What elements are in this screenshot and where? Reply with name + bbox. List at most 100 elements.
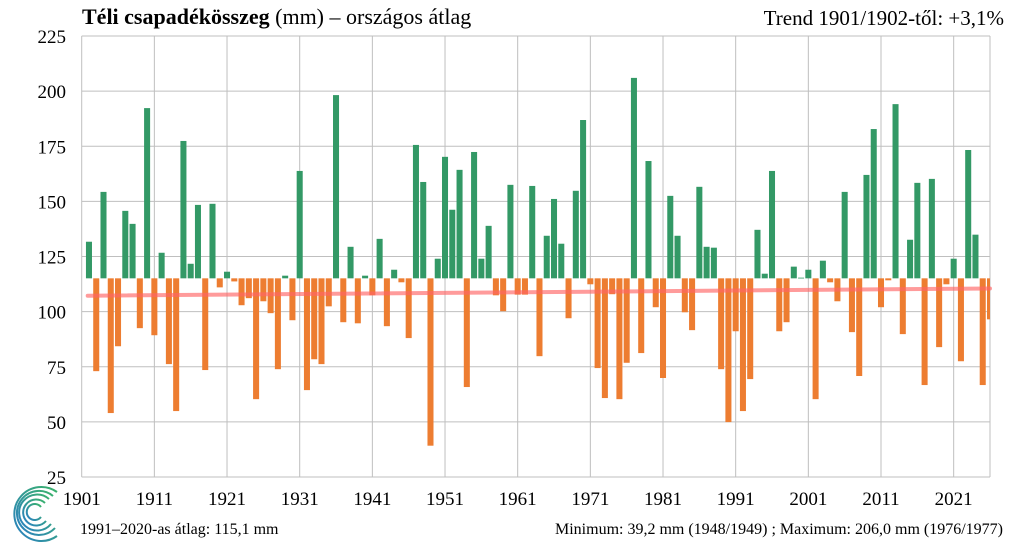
bar-1921	[231, 278, 238, 282]
bar-1990	[732, 278, 739, 332]
bar-2000	[805, 269, 812, 279]
bar-2010	[877, 278, 885, 308]
bar-1966	[558, 243, 565, 279]
bar-2018	[936, 278, 943, 348]
bar-1961	[521, 278, 528, 295]
bar-1916	[194, 204, 201, 279]
bar-1992	[747, 278, 754, 380]
bar-1935	[333, 95, 340, 279]
title-bold: Téli csapadékösszeg	[82, 4, 270, 29]
bar-1930	[296, 170, 303, 279]
bar-2023	[972, 234, 979, 279]
bar-1942	[383, 278, 390, 327]
bar-1988	[718, 278, 725, 370]
title-rest: (mm) – országos átlag	[269, 4, 472, 29]
bar-1984	[689, 278, 696, 331]
bar-1910	[151, 278, 158, 336]
bar-2002	[819, 260, 826, 279]
x-tick-label: 1961	[499, 489, 537, 510]
bar-1946	[412, 144, 419, 279]
bar-1991	[739, 278, 746, 412]
bar-1901	[85, 241, 92, 279]
bar-1970	[587, 278, 594, 285]
bar-1943	[391, 269, 398, 279]
bar-1903	[100, 191, 107, 279]
bar-1912	[165, 278, 172, 365]
bar-1936	[340, 278, 347, 323]
bar-1949	[434, 258, 441, 279]
bar-1925	[260, 278, 267, 302]
bar-1997	[783, 278, 790, 323]
bar-1953	[463, 278, 470, 388]
bar-1908	[136, 278, 143, 329]
bar-1913	[173, 278, 180, 412]
bar-2005	[841, 191, 848, 279]
bar-1928	[282, 275, 289, 279]
bar-1971	[594, 278, 601, 369]
bar-2020	[950, 258, 957, 279]
bar-1964	[543, 235, 550, 279]
bar-1945	[405, 278, 412, 339]
bar-2022	[965, 149, 972, 279]
x-tick-label: 1911	[136, 489, 173, 510]
chart-title: Téli csapadékösszeg (mm) – országos átla…	[82, 4, 471, 30]
bar-1969	[580, 120, 587, 279]
y-tick-label: 150	[38, 192, 67, 213]
bar-1987	[710, 247, 717, 279]
y-tick-label: 75	[47, 358, 66, 379]
bar-1917	[202, 278, 209, 371]
bar-1937	[347, 246, 354, 279]
bar-1923	[245, 278, 252, 299]
bar-1960	[514, 278, 521, 295]
bar-1981	[667, 195, 674, 279]
bar-2012	[892, 104, 899, 279]
trend-label: Trend 1901/1902-től: +3,1%	[763, 6, 1004, 30]
x-tick-label: 1941	[353, 489, 391, 510]
bar-2009	[870, 129, 877, 279]
bar-1980	[659, 278, 667, 378]
minmax-note: Minimum: 39,2 mm (1948/1949) ; Maximum: …	[555, 521, 1003, 538]
bar-1905	[115, 278, 122, 347]
x-tick-label: 1921	[208, 489, 246, 510]
bar-1989	[725, 278, 732, 423]
bar-2016	[921, 278, 928, 386]
bar-2007	[856, 278, 863, 377]
bar-1995	[768, 170, 776, 279]
bar-1983	[681, 278, 688, 313]
bar-2019	[943, 278, 950, 285]
x-tick-label: 1951	[426, 489, 464, 510]
trend-line	[85, 286, 992, 298]
bar-1919	[216, 278, 223, 288]
bar-1924	[253, 278, 260, 400]
bar-1931	[303, 278, 310, 391]
x-tick-label: 2011	[862, 489, 899, 510]
bar-1927	[274, 278, 281, 370]
bar-1915	[187, 263, 194, 279]
bar-1999	[798, 277, 805, 279]
bar-1958	[500, 278, 507, 312]
logo-icon	[13, 486, 58, 542]
y-tick-label: 225	[38, 27, 67, 48]
bar-1955	[478, 258, 485, 279]
y-tick-label: 100	[38, 303, 67, 324]
bar-1965	[551, 198, 558, 279]
average-note: 1991–2020-as átlag: 115,1 mm	[80, 521, 279, 538]
bar-1957	[492, 278, 499, 296]
x-tick-label: 1931	[281, 489, 319, 510]
y-tick-label: 25	[47, 468, 66, 489]
bar-1918	[209, 203, 216, 279]
bar-2001	[812, 278, 819, 400]
bar-1973	[609, 278, 616, 295]
bar-1929	[289, 278, 296, 321]
bar-1951	[449, 209, 456, 279]
bar-1993	[754, 229, 761, 279]
bar-1967	[565, 278, 572, 319]
bar-1914	[180, 140, 187, 279]
x-tick-label: 2001	[789, 489, 827, 510]
bar-1948	[427, 278, 434, 446]
y-tick-label: 50	[47, 413, 66, 434]
y-tick-label: 125	[38, 248, 67, 269]
bar-1907	[129, 223, 136, 279]
bar-2006	[848, 278, 855, 333]
x-tick-label: 2021	[935, 489, 973, 510]
